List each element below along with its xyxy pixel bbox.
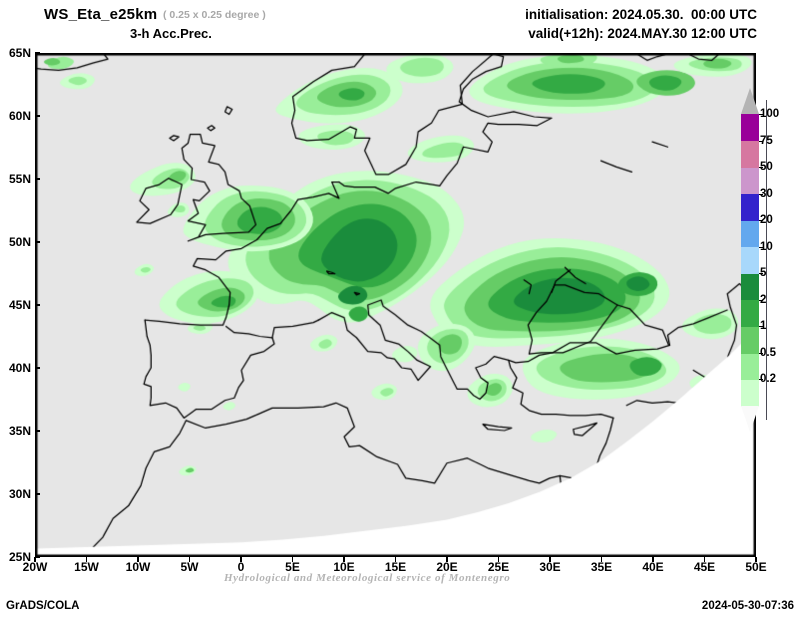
precipitation-map-canvas — [36, 54, 755, 556]
y-axis-tick — [35, 367, 40, 369]
colorbar-tick — [759, 326, 763, 328]
colorbar-band — [741, 352, 759, 381]
colorbar-tick-label: 20 — [760, 214, 773, 227]
colorbar-tick-label: 2 — [760, 293, 767, 306]
x-axis-tick — [497, 557, 500, 562]
x-axis-tick — [291, 557, 294, 562]
colorbar-tick-label: 5 — [760, 267, 767, 280]
x-axis-tick-label: 15E — [384, 560, 407, 574]
colorbar-tick — [759, 246, 763, 248]
x-axis-tick — [394, 557, 397, 562]
colorbar-band — [741, 273, 759, 301]
generation-timestamp: 2024-05-30-07:36 — [701, 600, 794, 612]
y-axis-tick-label: 65N — [8, 46, 31, 60]
colorbar-axis-line — [766, 100, 768, 420]
colorbar-overflow-arrow-icon — [741, 88, 759, 114]
x-axis-tick — [240, 557, 242, 562]
colorbar-band — [741, 167, 759, 195]
x-axis-tick-label: 20E — [436, 560, 458, 574]
x-axis-tick-label: 10E — [333, 560, 355, 574]
precipitation-colorbar — [741, 88, 759, 432]
y-axis-tick — [35, 115, 40, 117]
map-plot-area — [35, 53, 756, 557]
colorbar-tick — [759, 220, 763, 222]
x-axis-tick — [85, 557, 88, 562]
colorbar-tick-label: 1 — [760, 320, 767, 333]
colorbar-tick-label: 0.2 — [760, 373, 776, 386]
colorbar-tick-label: 10 — [760, 240, 773, 253]
y-axis-tick — [35, 430, 40, 432]
colorbar-tick-label: 75 — [760, 134, 773, 147]
colorbar-tick — [759, 167, 763, 169]
resolution-label: ( 0.25 x 0.25 degree ) — [163, 9, 266, 21]
colorbar-tick — [759, 140, 763, 142]
colorbar-band — [741, 299, 759, 327]
x-axis-tick — [755, 557, 757, 562]
y-axis-tick-label: 55N — [8, 172, 31, 186]
colorbar-band — [741, 326, 759, 354]
initialisation-label: initialisation: 2024.05.30. 00:00 UTC — [525, 7, 757, 22]
colorbar-band — [741, 379, 759, 407]
colorbar-band — [741, 220, 759, 248]
colorbar-tick-label: 0.5 — [760, 346, 776, 359]
x-axis-tick — [34, 557, 36, 562]
page-title: WS_Eta_e25km — [44, 6, 158, 23]
y-axis-tick — [35, 241, 40, 243]
x-axis-tick-label: 45E — [693, 560, 716, 574]
colorbar-tick — [759, 193, 763, 195]
y-axis-tick-label: 25N — [8, 550, 31, 564]
y-axis-tick — [35, 493, 40, 495]
colorbar-band — [741, 140, 759, 168]
y-axis-tick-label: 50N — [8, 235, 31, 249]
y-axis-tick-label: 60N — [8, 109, 31, 123]
colorbar-tick-label: 50 — [760, 161, 773, 174]
colorbar-band — [741, 114, 759, 142]
x-axis-tick-label: 15W — [74, 560, 99, 574]
x-axis-tick-label: 0 — [237, 560, 245, 574]
y-axis-tick — [35, 304, 40, 306]
x-axis-tick-label: 10W — [125, 560, 151, 574]
software-label: GrADS/COLA — [6, 600, 80, 612]
x-axis-tick-label: 35E — [590, 560, 613, 574]
x-axis-tick — [549, 557, 551, 562]
x-axis-tick — [343, 557, 345, 562]
credit-caption: Hydrological and Meteorological service … — [224, 572, 511, 584]
x-axis-tick-label: 40E — [642, 560, 664, 574]
x-axis-tick — [600, 557, 603, 562]
y-axis-tick-label: 45N — [8, 298, 31, 312]
colorbar-band — [741, 246, 759, 274]
x-axis-tick-label: 25E — [487, 560, 510, 574]
x-axis-tick — [446, 557, 448, 562]
colorbar-tick — [759, 299, 763, 301]
x-axis-tick — [137, 557, 139, 562]
colorbar-band — [741, 193, 759, 221]
valid-time-label: valid(+12h): 2024.MAY.30 12:00 UTC — [528, 26, 757, 41]
colorbar-tick — [759, 379, 763, 381]
y-axis-tick-label: 40N — [8, 361, 31, 375]
y-axis-tick — [35, 178, 40, 180]
x-axis-tick — [188, 557, 191, 562]
x-axis-tick-label: 30E — [539, 560, 561, 574]
y-axis-tick — [35, 556, 40, 558]
y-axis-tick-label: 35N — [8, 424, 31, 438]
x-axis-tick-label: 5W — [180, 560, 199, 574]
x-axis-tick-label: 50E — [745, 560, 767, 574]
x-axis-tick — [703, 557, 706, 562]
colorbar-tick — [759, 114, 763, 115]
x-axis-tick-label: 20W — [22, 560, 48, 574]
x-axis-tick-label: 5E — [285, 560, 300, 574]
y-axis-tick — [35, 52, 40, 54]
colorbar-tick — [759, 273, 763, 275]
x-axis-tick — [652, 557, 654, 562]
field-label: 3-h Acc.Prec. — [130, 26, 212, 41]
colorbar-tick-label: 100 — [760, 108, 780, 120]
colorbar-underflow-arrow-icon — [741, 406, 759, 432]
y-axis-tick-label: 30N — [8, 487, 31, 501]
colorbar-tick-label: 30 — [760, 187, 773, 200]
colorbar-tick — [759, 352, 763, 354]
